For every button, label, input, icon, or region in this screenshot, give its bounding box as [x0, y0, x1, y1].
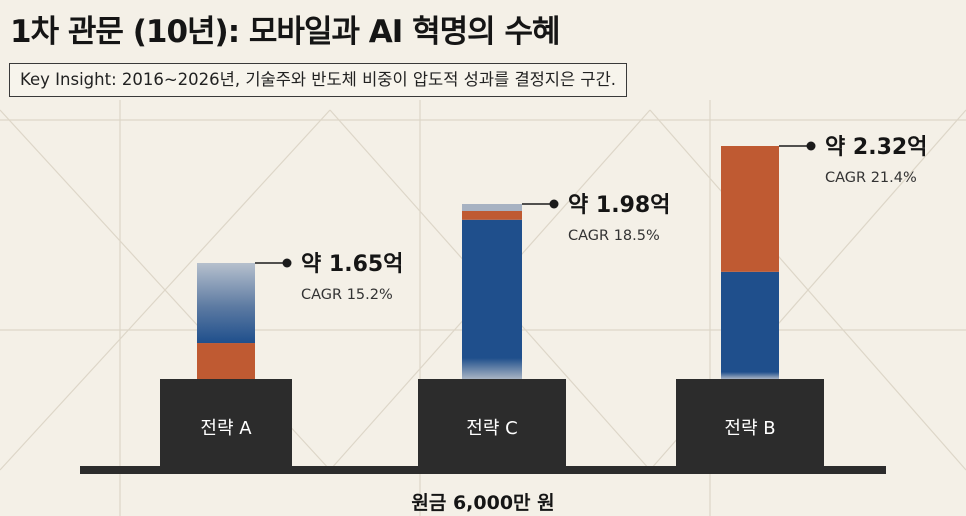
total-value-label: 약 2.32억 — [825, 135, 927, 160]
bar-segment — [721, 146, 779, 272]
base-block — [418, 379, 566, 466]
bar-segment — [721, 372, 779, 379]
bar-segment — [462, 358, 522, 379]
leader-dot — [282, 258, 292, 268]
category-label: 전략 A — [200, 418, 252, 439]
bar-segment — [462, 211, 522, 220]
base-block — [160, 379, 292, 466]
bar-segment — [197, 263, 255, 344]
leader-dot — [549, 199, 559, 209]
bar-segment — [462, 204, 522, 211]
key-insight-box: Key Insight: 2016~2026년, 기술주와 반도체 비중이 압도… — [9, 63, 628, 97]
bar-segment — [197, 343, 255, 379]
cagr-label: CAGR 15.2% — [301, 287, 393, 303]
page-title: 1차 관문 (10년): 모바일과 AI 혁명의 수혜 — [10, 14, 560, 50]
x-axis-label: 원금 6,000만 원 — [411, 492, 555, 514]
bar-segment — [721, 271, 779, 373]
category-label: 전략 B — [724, 418, 775, 439]
total-value-label: 약 1.98억 — [568, 193, 670, 218]
cagr-label: CAGR 21.4% — [825, 170, 917, 186]
total-value-label: 약 1.65억 — [301, 252, 403, 277]
ground-baseline — [80, 466, 886, 474]
leader-dot — [806, 141, 816, 151]
category-label: 전략 C — [466, 418, 517, 439]
base-block — [676, 379, 824, 466]
bar-segment — [462, 219, 522, 358]
cagr-label: CAGR 18.5% — [568, 228, 660, 244]
